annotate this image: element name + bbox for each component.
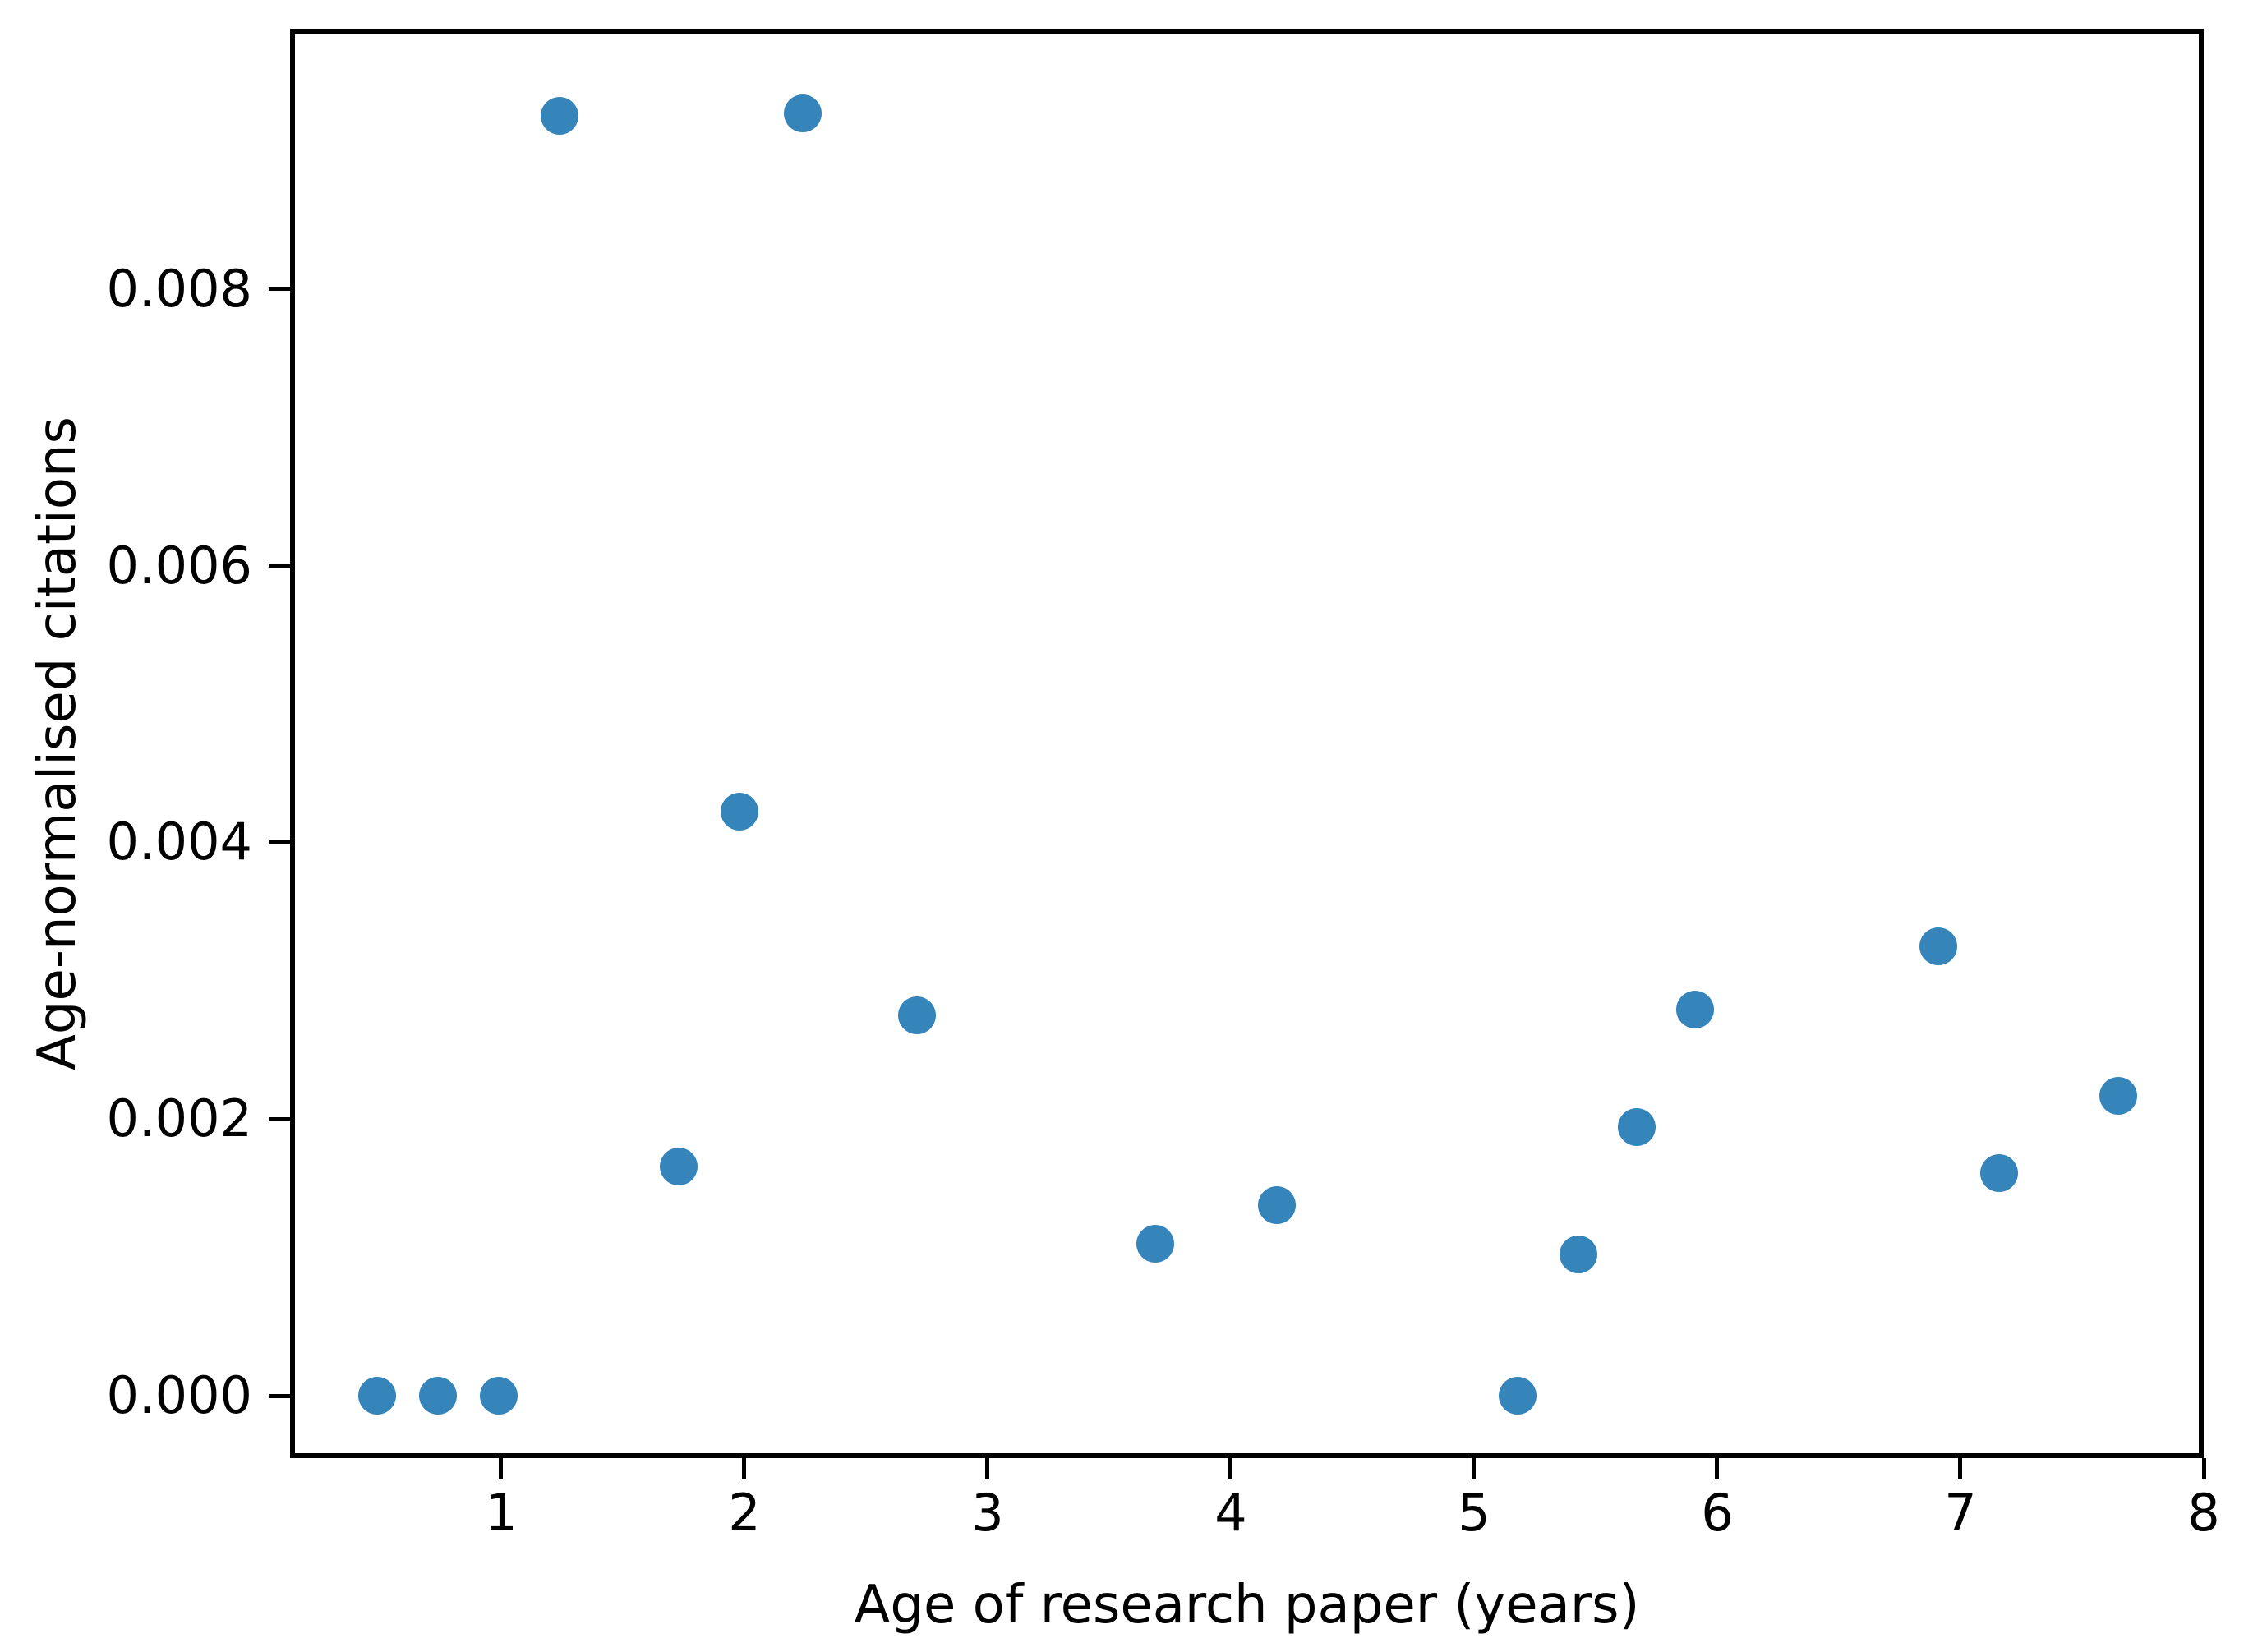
data-point: [357, 1377, 396, 1415]
data-point: [1560, 1236, 1598, 1274]
x-axis-label: Age of research paper (years): [854, 1575, 1640, 1636]
data-point: [2099, 1076, 2138, 1115]
data-point: [1980, 1154, 2019, 1192]
x-tick-label: 6: [1701, 1483, 1734, 1543]
x-tick-label: 1: [485, 1483, 518, 1543]
x-tick-label: 4: [1214, 1483, 1247, 1543]
data-point: [540, 97, 578, 136]
y-tick-label: 0.006: [106, 535, 253, 596]
x-tick-mark: [742, 1458, 747, 1479]
x-tick-mark: [985, 1458, 990, 1479]
x-tick-label: 2: [728, 1483, 761, 1543]
y-tick-mark: [269, 1393, 290, 1398]
y-axis-label: Age-normalised citations: [27, 416, 88, 1070]
x-tick-mark: [1958, 1458, 1963, 1479]
data-point: [783, 94, 822, 132]
data-point: [1136, 1224, 1175, 1263]
x-tick-label: 3: [971, 1483, 1004, 1543]
y-tick-mark: [269, 564, 290, 568]
data-point: [721, 793, 759, 831]
x-tick-mark: [499, 1458, 504, 1479]
y-tick-mark: [269, 840, 290, 844]
data-point: [660, 1147, 698, 1185]
y-tick-label: 0.002: [106, 1088, 253, 1149]
y-tick-label: 0.004: [106, 812, 253, 872]
data-point: [898, 996, 937, 1034]
y-tick-mark: [269, 287, 290, 292]
data-point: [418, 1377, 457, 1415]
data-point: [479, 1377, 518, 1415]
x-tick-label: 8: [2187, 1483, 2220, 1543]
data-point: [1258, 1185, 1297, 1224]
data-point: [1618, 1108, 1656, 1147]
data-point: [1919, 927, 1958, 965]
y-tick-mark: [269, 1116, 290, 1121]
x-tick-mark: [1228, 1458, 1233, 1479]
x-tick-label: 7: [1944, 1483, 1977, 1543]
x-tick-mark: [2201, 1458, 2206, 1479]
x-tick-mark: [1472, 1458, 1477, 1479]
x-tick-mark: [1715, 1458, 1720, 1479]
plot-area: [290, 29, 2204, 1458]
y-tick-label: 0.000: [106, 1365, 253, 1426]
y-tick-label: 0.008: [106, 258, 253, 319]
data-point: [1499, 1377, 1537, 1415]
data-point: [1676, 991, 1715, 1029]
x-tick-label: 5: [1458, 1483, 1490, 1543]
